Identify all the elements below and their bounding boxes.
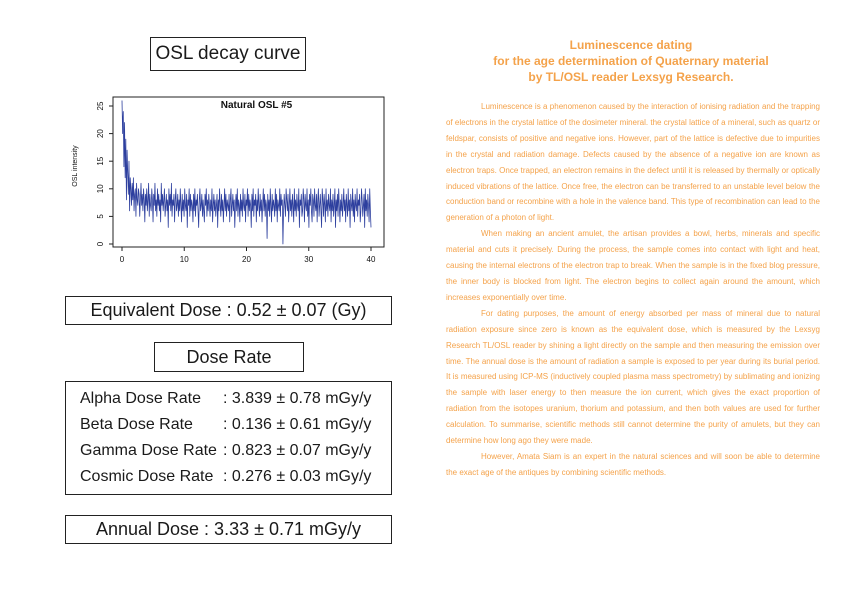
gamma-dose-rate-row: Gamma Dose Rate : 0.823 ± 0.07 mGy/y [80,440,371,462]
cosmic-dose-rate-row: Cosmic Dose Rate : 0.276 ± 0.03 mGy/y [80,466,371,488]
chart-y-tick-label: 10 [96,184,105,193]
chart-x-tick-label: 0 [120,255,125,264]
chart-y-tick-label: 15 [96,156,105,165]
dose-rate-title-text: Dose Rate [186,346,272,367]
alpha-dose-rate-row: Alpha Dose Rate : 3.839 ± 0.78 mGy/y [80,388,371,410]
chart-plot-frame [112,96,385,248]
chart-ylabel: OSL intensity [72,145,79,187]
dose-rate-value: : 0.823 ± 0.07 mGy/y [223,442,372,459]
beta-dose-rate-row: Beta Dose Rate : 0.136 ± 0.61 mGy/y [80,414,371,436]
dose-rate-value: : 0.136 ± 0.61 mGy/y [223,416,372,433]
article-title-line: Luminescence dating [569,38,693,52]
chart-x-tick-label: 10 [180,255,189,264]
article-title: Luminescence dating for the age determin… [460,37,802,85]
article-paragraph: However, Amata Siam is an expert in the … [446,451,820,477]
dose-rate-value: : 3.839 ± 0.78 mGy/y [223,390,372,407]
chart-y-tick-label: 20 [96,129,105,138]
dose-rate-label: Beta Dose Rate [80,416,193,433]
chart-y-tick-label: 5 [96,214,105,219]
equivalent-dose-box: Equivalent Dose : 0.52 ± 0.07 (Gy) [65,296,392,325]
chart-series-line [121,100,372,245]
annual-dose-box: Annual Dose : 3.33 ± 0.71 mGy/y [65,515,392,544]
chart-y-tick-label: 0 [96,241,105,246]
article-body: Luminescence is a phenomenon caused by t… [446,99,820,481]
osl-decay-curve-title-text: OSL decay curve [155,43,301,64]
equivalent-dose-text: Equivalent Dose : 0.52 ± 0.07 (Gy) [90,300,367,320]
chart-x-tick-label: 30 [304,255,313,264]
article-paragraph: For dating purposes, the amount of energ… [446,308,820,446]
dose-rates-box: Alpha Dose Rate : 3.839 ± 0.78 mGy/y Bet… [65,381,392,495]
dose-rate-value: : 0.276 ± 0.03 mGy/y [223,468,372,485]
chart-title: Natural OSL #5 [221,100,293,111]
dose-rate-label: Cosmic Dose Rate [80,468,214,485]
chart-x-tick-label: 20 [242,255,251,264]
article-paragraph: Luminescence is a phenomenon caused by t… [446,102,820,223]
article-title-line: for the age determination of Quaternary … [493,54,769,68]
dose-rate-title: Dose Rate [154,342,304,372]
annual-dose-text: Annual Dose : 3.33 ± 0.71 mGy/y [95,519,362,539]
article-paragraph: When making an ancient amulet, the artis… [446,229,820,302]
chart-x-tick-label: 40 [367,255,376,264]
dose-rate-label: Gamma Dose Rate [80,442,217,459]
osl-decay-chart: Natural OSL #5 OSL intensity 0 10 20 30 40 0 5 10… [72,96,385,264]
article-title-line: by TL/OSL reader Lexsyg Research. [528,70,734,84]
chart-y-tick-label: 25 [96,101,105,110]
osl-decay-curve-title: OSL decay curve [150,37,306,71]
dose-rate-label: Alpha Dose Rate [80,390,201,407]
